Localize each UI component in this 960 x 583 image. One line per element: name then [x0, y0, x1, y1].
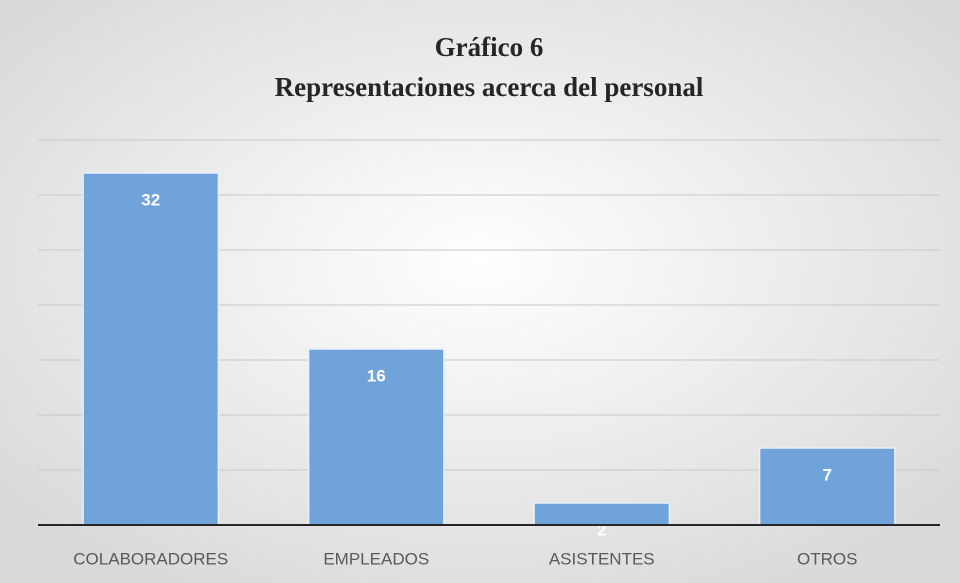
value-label: 32	[141, 190, 160, 209]
value-label: 16	[367, 366, 386, 385]
x-tick-label: ASISTENTES	[549, 549, 655, 568]
chart-subtitle: Representaciones acerca del personal	[275, 72, 704, 102]
bar	[82, 172, 220, 526]
chart-title: Gráfico 6	[435, 32, 544, 62]
x-tick-label: COLABORADORES	[73, 549, 228, 568]
bar	[758, 447, 896, 526]
x-tick-label: EMPLEADOS	[323, 549, 429, 568]
bar	[307, 348, 445, 526]
value-label: 7	[823, 465, 832, 484]
value-label: 2	[597, 520, 606, 539]
x-tick-label: OTROS	[797, 549, 857, 568]
